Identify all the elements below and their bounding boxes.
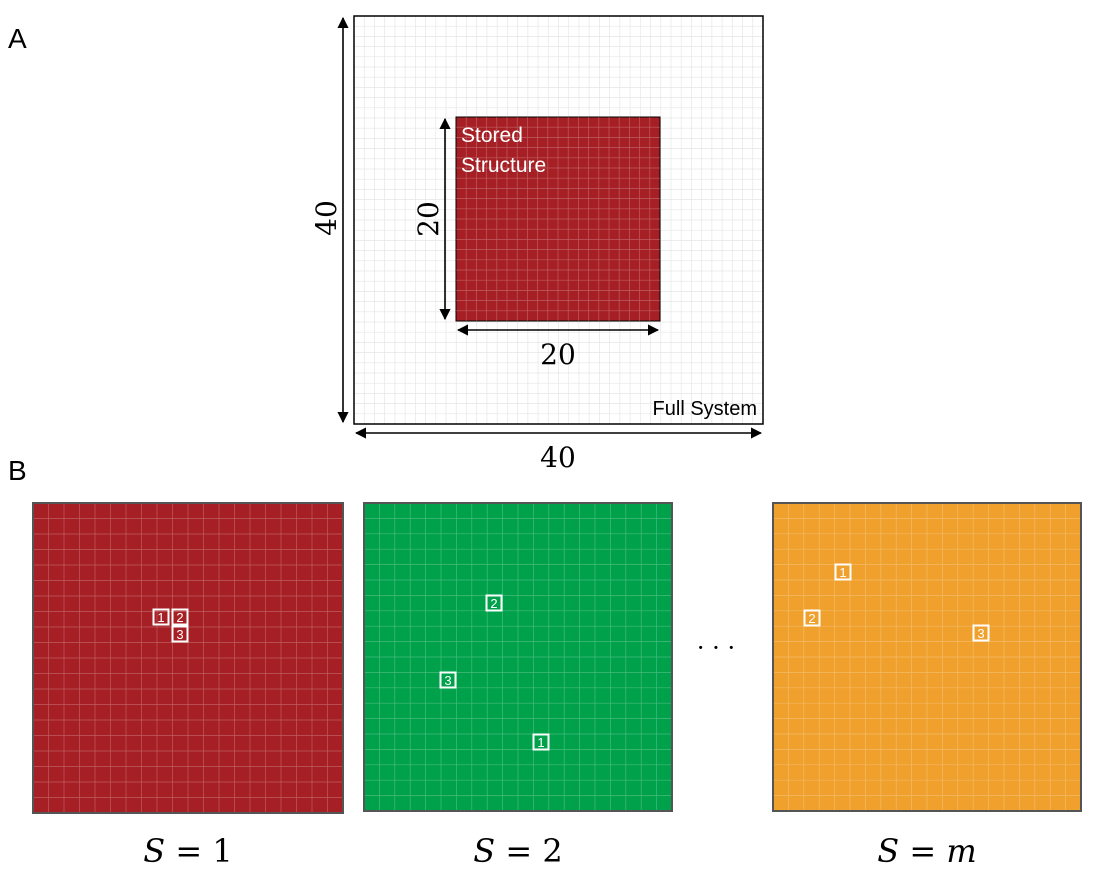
outer-height-label: 40 — [310, 200, 343, 236]
outer-width-label: 40 — [540, 441, 576, 474]
particle-marker-label: 3 — [176, 627, 183, 642]
inner-height-label: 20 — [412, 201, 445, 237]
configuration-panel: 1 2 3 S = 2 — [363, 502, 673, 870]
particle-marker: 3 — [972, 624, 990, 642]
panel-grid — [33, 503, 343, 813]
particle-marker: 3 — [439, 671, 457, 689]
inner-width-label: 20 — [540, 338, 576, 371]
particle-marker-label: 2 — [176, 610, 183, 625]
particle-marker-label: 1 — [839, 565, 846, 580]
particle-marker: 1 — [532, 733, 550, 751]
stored-structure-label-line1: Stored — [461, 124, 523, 147]
ellipsis: · · · — [697, 634, 735, 662]
panel-a-label: A — [8, 23, 27, 54]
panel-grid — [773, 503, 1081, 811]
particle-marker: 2 — [485, 594, 503, 612]
panel-caption: S = 1 — [143, 832, 232, 870]
particle-marker-label: 2 — [808, 611, 815, 626]
particle-marker: 2 — [171, 608, 189, 626]
stored-structure-grid — [456, 117, 660, 321]
particle-marker: 1 — [152, 608, 170, 626]
particle-marker-label: 1 — [157, 610, 164, 625]
configuration-panel: 1 2 3 S = 1 — [32, 502, 344, 870]
particle-marker: 1 — [834, 563, 852, 581]
particle-marker-label: 2 — [490, 596, 497, 611]
panel-grid — [364, 503, 672, 811]
panel-b-label: B — [8, 455, 27, 486]
particle-marker: 2 — [803, 609, 821, 627]
particle-marker-label: 3 — [444, 673, 451, 688]
full-system-label: Full System — [653, 398, 757, 420]
panel-caption: S = m — [877, 832, 976, 870]
panel-caption: S = 2 — [473, 832, 562, 870]
particle-marker: 3 — [171, 625, 189, 643]
stored-structure-label-line2: Structure — [461, 154, 546, 177]
particle-marker-label: 3 — [977, 626, 984, 641]
configuration-panel: 1 2 3 S = m — [772, 502, 1082, 870]
stored-structure: Stored Structure — [455, 116, 661, 322]
particle-marker-label: 1 — [537, 735, 544, 750]
